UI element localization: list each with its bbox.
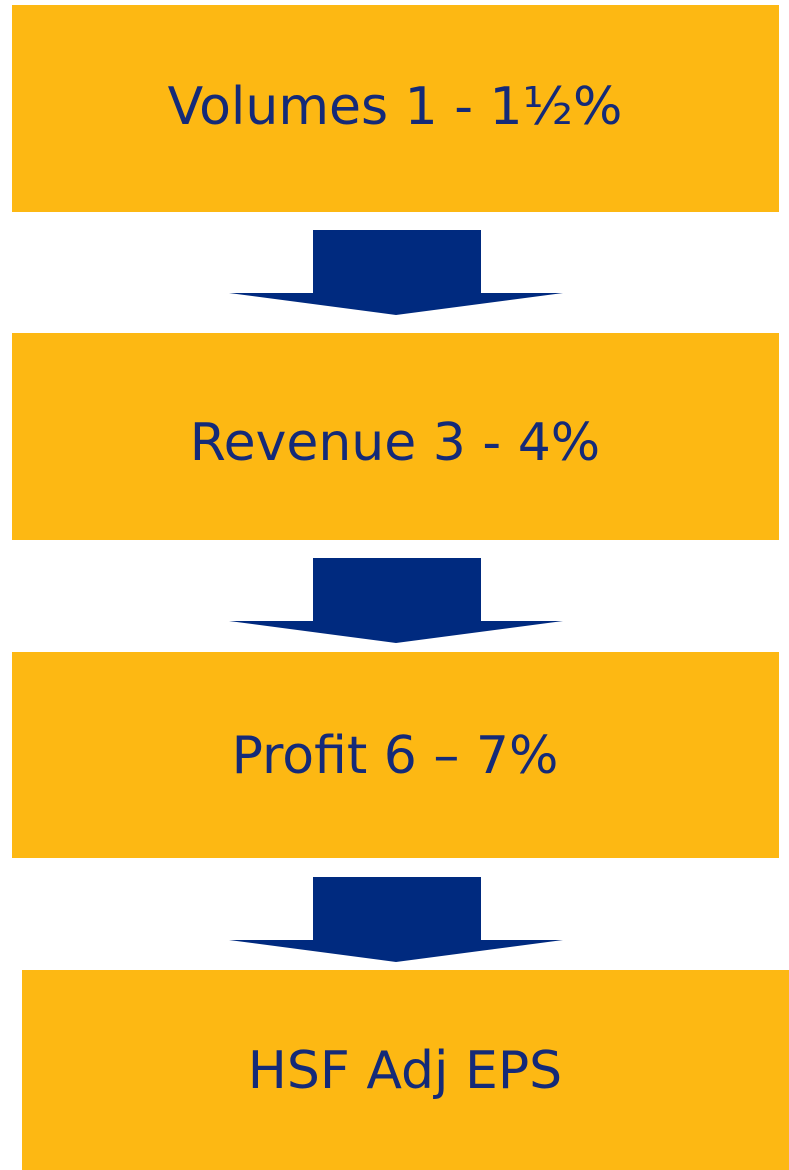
box-label: Profit 6 – 7% (232, 726, 559, 786)
box (12, 5, 779, 212)
box-label: HSF Adj EPS (248, 1041, 562, 1101)
box-label: Revenue 3 - 4% (190, 413, 600, 473)
box (12, 652, 779, 858)
down-arrow (229, 877, 563, 962)
down-arrow (229, 230, 563, 315)
down-arrow (229, 558, 563, 643)
box (22, 970, 789, 1170)
box-label: Volumes 1 - 1½% (168, 77, 623, 137)
box (12, 333, 779, 540)
